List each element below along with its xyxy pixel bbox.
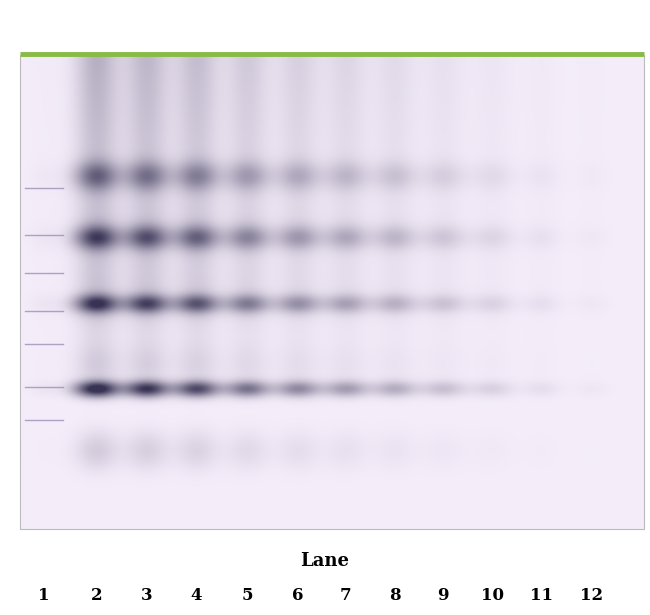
Text: 1: 1: [38, 587, 50, 604]
Bar: [20, 55, 644, 529]
Text: 4: 4: [190, 587, 202, 604]
Text: 5: 5: [241, 587, 253, 604]
Text: 12: 12: [580, 587, 603, 604]
Text: 9: 9: [437, 587, 449, 604]
Text: 11: 11: [530, 587, 553, 604]
Text: 7: 7: [340, 587, 352, 604]
Text: 8: 8: [389, 587, 400, 604]
Text: 3: 3: [140, 587, 152, 604]
Text: 2: 2: [90, 587, 102, 604]
Text: 6: 6: [292, 587, 304, 604]
Text: 10: 10: [480, 587, 504, 604]
Text: Lane: Lane: [300, 552, 350, 570]
